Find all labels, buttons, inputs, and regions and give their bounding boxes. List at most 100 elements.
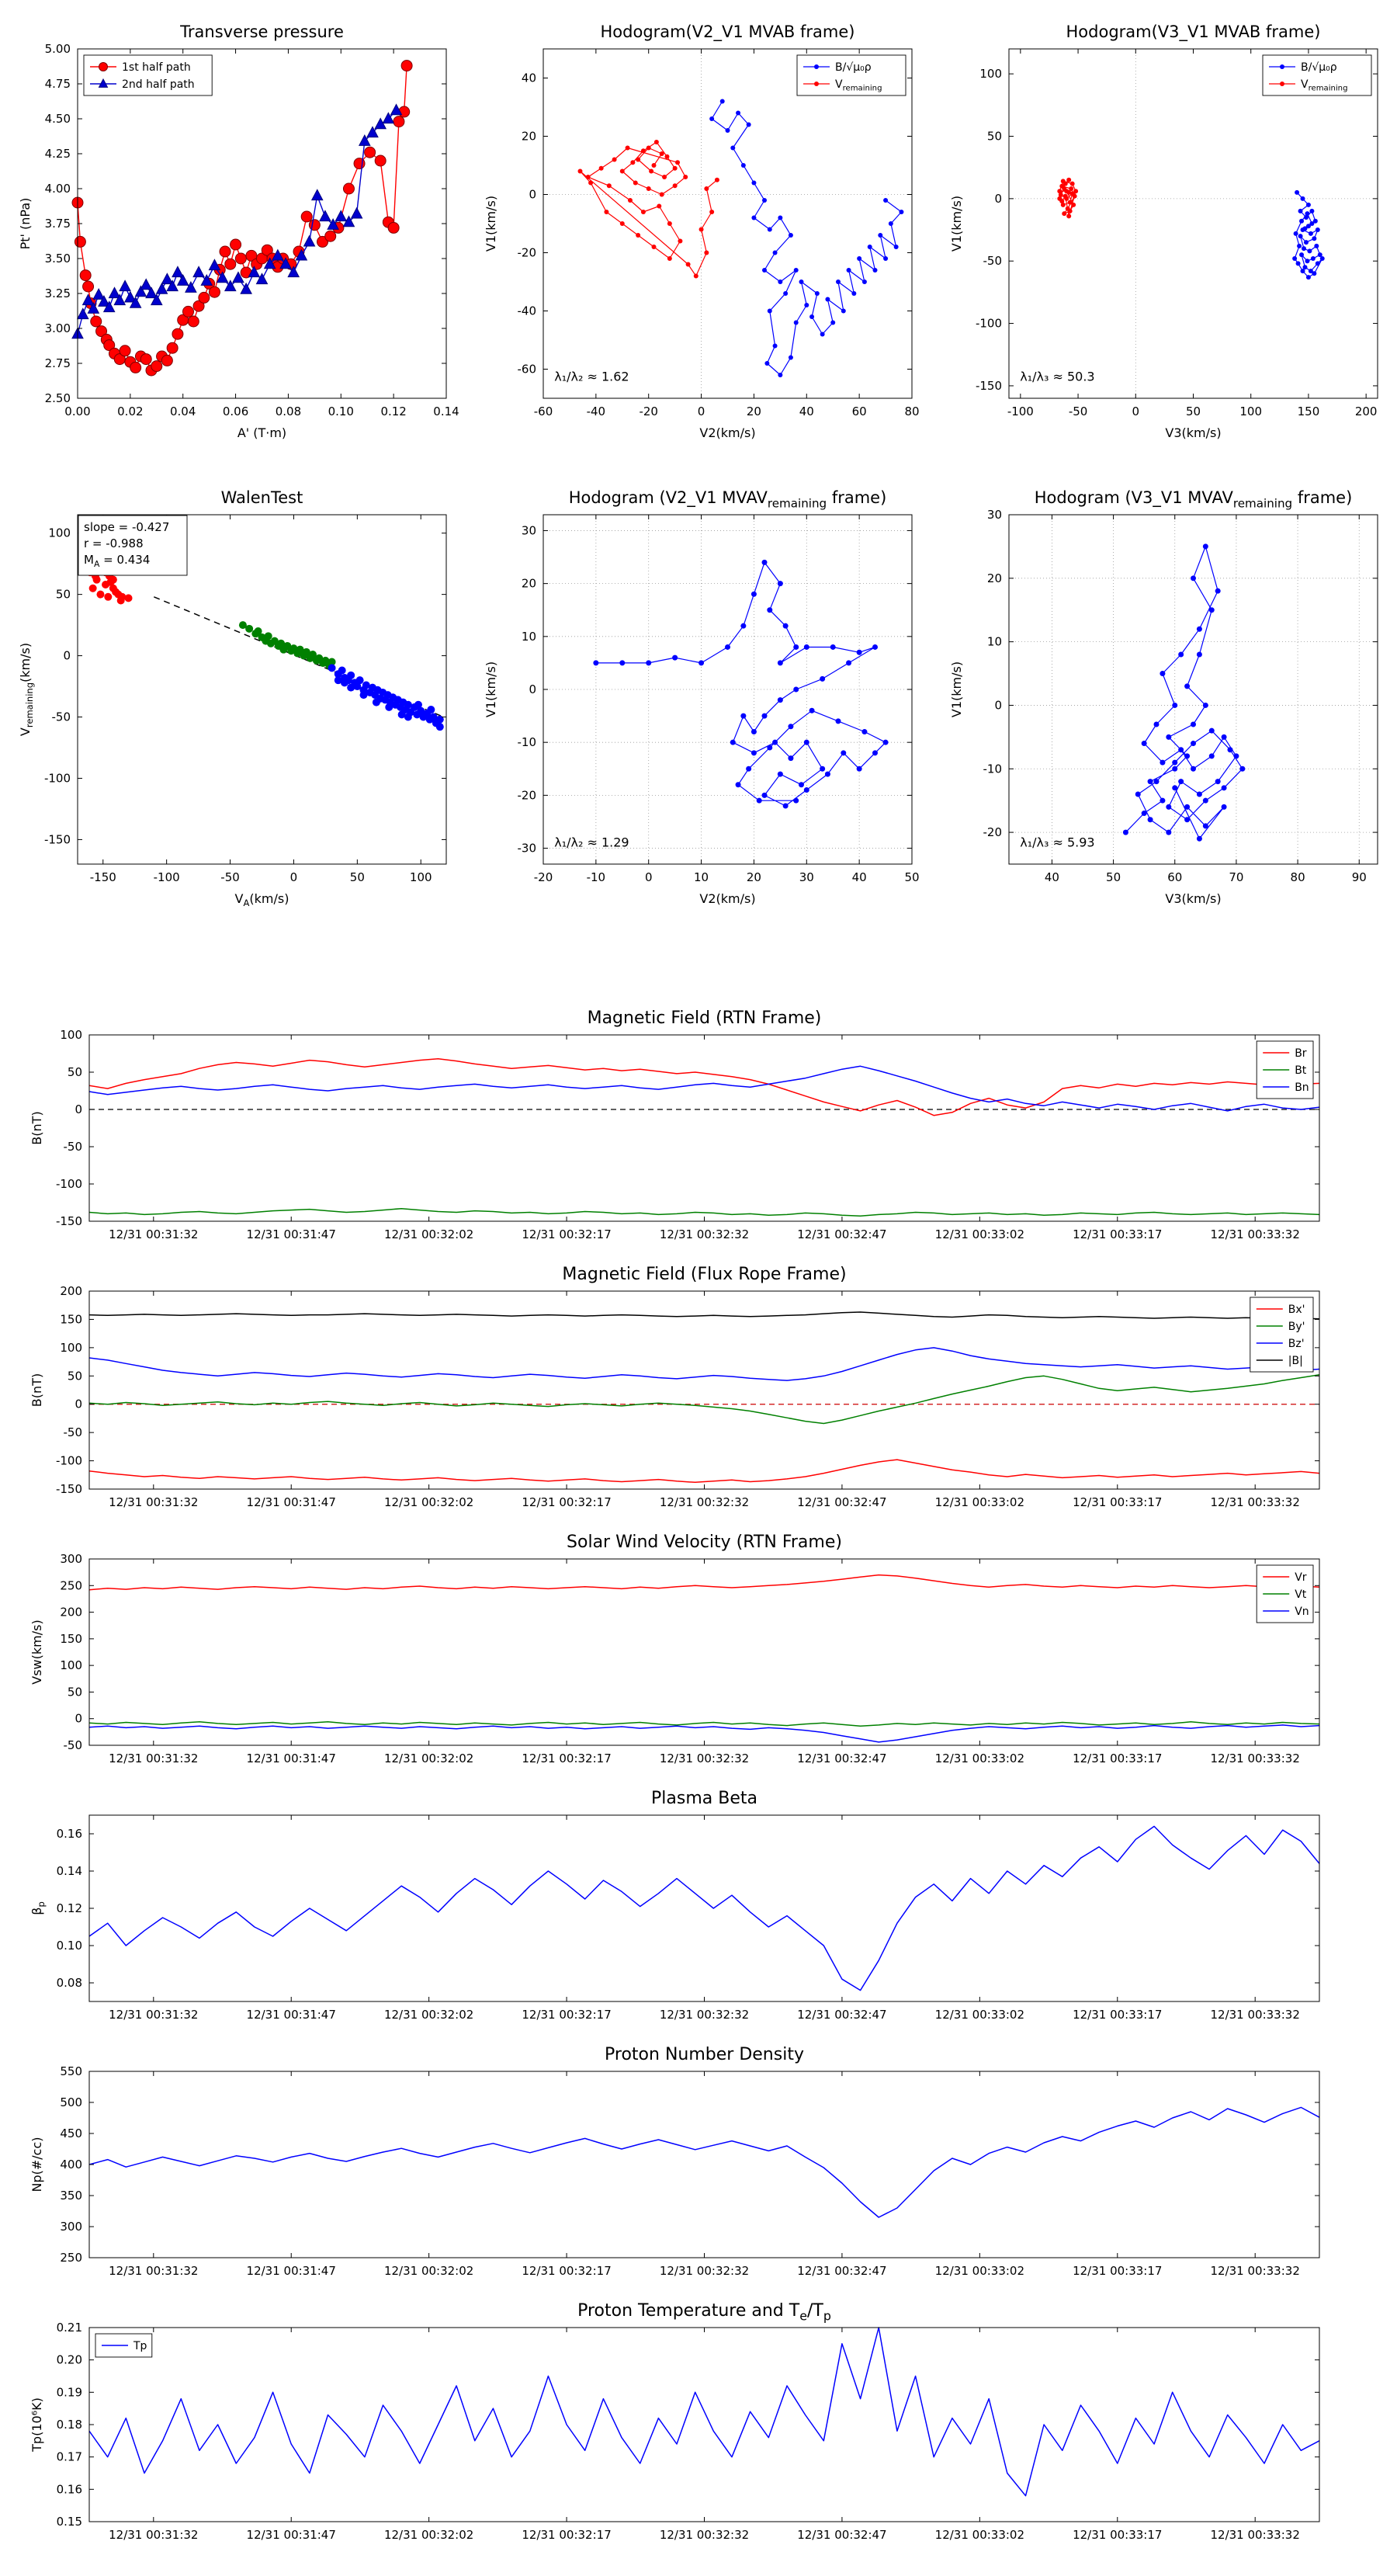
svg-text:550: 550 [60, 2064, 82, 2078]
svg-text:50: 50 [987, 130, 1002, 144]
svg-text:150: 150 [60, 1312, 82, 1326]
svg-text:Vsw(km/s): Vsw(km/s) [29, 1620, 44, 1684]
svg-text:0: 0 [529, 682, 536, 696]
svg-text:V1(km/s): V1(km/s) [949, 661, 964, 717]
svg-text:450: 450 [60, 2126, 82, 2140]
svg-text:-60: -60 [534, 404, 553, 418]
svg-text:12/31 00:32:02: 12/31 00:32:02 [384, 2264, 473, 2278]
svg-text:2nd half path: 2nd half path [122, 78, 195, 91]
svg-text:12/31 00:32:32: 12/31 00:32:32 [660, 2264, 749, 2278]
svg-text:50: 50 [1106, 870, 1121, 884]
svg-text:0.12: 0.12 [380, 404, 406, 418]
svg-text:20: 20 [747, 870, 761, 884]
svg-text:10: 10 [694, 870, 709, 884]
svg-text:0: 0 [63, 649, 71, 663]
svg-text:-10: -10 [983, 762, 1003, 776]
svg-text:0: 0 [75, 1397, 82, 1411]
svg-text:20: 20 [522, 130, 536, 144]
svg-text:B/√μ₀ρ: B/√μ₀ρ [1301, 61, 1337, 74]
svg-text:50: 50 [56, 588, 71, 602]
svg-text:0: 0 [645, 870, 653, 884]
svg-text:12/31 00:31:32: 12/31 00:31:32 [109, 2008, 198, 2022]
svg-text:3.75: 3.75 [45, 217, 71, 231]
svg-text:-100: -100 [154, 870, 180, 884]
svg-text:-30: -30 [518, 842, 537, 856]
svg-text:12/31 00:33:02: 12/31 00:33:02 [935, 2528, 1024, 2542]
svg-text:λ₁/λ₂ ≈ 1.29: λ₁/λ₂ ≈ 1.29 [554, 835, 629, 850]
svg-text:60: 60 [1167, 870, 1182, 884]
top-panel-row: 0.00 0.02 0.04 0.06 0.08 0.10 0.12 0.14 2.50 2.75… [0, 14, 1397, 449]
svg-text:12/31 00:33:32: 12/31 00:33:32 [1211, 2528, 1300, 2542]
svg-text:20: 20 [987, 571, 1002, 585]
svg-text:-50: -50 [1069, 404, 1088, 418]
svg-text:Hodogram (V2_V1 MVAVremaining: Hodogram (V2_V1 MVAVremaining frame) [569, 488, 887, 510]
svg-text:12/31 00:33:02: 12/31 00:33:02 [935, 2008, 1024, 2022]
svg-text:0.19: 0.19 [57, 2385, 82, 2399]
svg-text:250: 250 [60, 1578, 82, 1592]
svg-text:12/31 00:32:17: 12/31 00:32:17 [522, 2008, 611, 2022]
svg-text:2.75: 2.75 [45, 356, 71, 370]
svg-text:12/31 00:32:02: 12/31 00:32:02 [384, 1751, 473, 1765]
svg-text:12/31 00:32:17: 12/31 00:32:17 [522, 1227, 611, 1241]
svg-text:100: 100 [979, 67, 1002, 81]
svg-text:0.10: 0.10 [328, 404, 354, 418]
svg-text:4.50: 4.50 [45, 112, 71, 126]
svg-text:Pt' (nPa): Pt' (nPa) [18, 198, 33, 250]
svg-text:V2(km/s): V2(km/s) [699, 891, 755, 906]
svg-text:-100: -100 [976, 317, 1002, 331]
svg-text:250: 250 [60, 2251, 82, 2265]
svg-text:-20: -20 [983, 825, 1003, 839]
svg-text:Vr: Vr [1295, 1571, 1307, 1584]
svg-text:0.08: 0.08 [276, 404, 301, 418]
svg-text:0.14: 0.14 [433, 404, 459, 418]
svg-text:Vremaining(km/s): Vremaining(km/s) [18, 643, 35, 736]
svg-text:12/31 00:31:47: 12/31 00:31:47 [247, 2008, 336, 2022]
svg-text:300: 300 [60, 2220, 82, 2234]
svg-text:0.18: 0.18 [57, 2418, 82, 2432]
svg-text:V3(km/s): V3(km/s) [1165, 891, 1221, 906]
svg-text:-20: -20 [518, 246, 537, 260]
svg-text:-150: -150 [44, 832, 71, 846]
svg-text:12/31 00:32:32: 12/31 00:32:32 [660, 2008, 749, 2022]
svg-text:-100: -100 [56, 1177, 82, 1191]
svg-text:0.16: 0.16 [57, 1827, 82, 1841]
svg-text:12/31 00:32:17: 12/31 00:32:17 [522, 1751, 611, 1765]
svg-text:12/31 00:32:02: 12/31 00:32:02 [384, 2528, 473, 2542]
svg-text:40: 40 [1045, 870, 1059, 884]
svg-text:40: 40 [522, 71, 536, 85]
svg-text:12/31 00:33:02: 12/31 00:33:02 [935, 1227, 1024, 1241]
chart-hodogram-v3v1-mvab: -100 -50 0 50 100 150 200 -150 -100 -50 0 50 100 Hodo… [949, 23, 1378, 440]
svg-text:100: 100 [60, 1341, 82, 1355]
svg-text:12/31 00:31:32: 12/31 00:31:32 [109, 2528, 198, 2542]
svg-text:-50: -50 [64, 1738, 83, 1752]
svg-text:10: 10 [522, 630, 536, 644]
svg-text:-50: -50 [64, 1140, 83, 1154]
svg-text:Vremaining: Vremaining [835, 78, 882, 93]
svg-text:12/31 00:33:17: 12/31 00:33:17 [1073, 1751, 1162, 1765]
svg-text:0: 0 [698, 404, 705, 418]
svg-text:-10: -10 [587, 870, 606, 884]
svg-text:Vt: Vt [1295, 1588, 1307, 1601]
svg-text:300: 300 [60, 1552, 82, 1566]
svg-text:-150: -150 [976, 379, 1002, 393]
svg-text:-40: -40 [587, 404, 606, 418]
svg-text:0: 0 [994, 698, 1002, 712]
svg-text:12/31 00:31:47: 12/31 00:31:47 [247, 2264, 336, 2278]
svg-text:0: 0 [290, 870, 298, 884]
svg-text:100: 100 [60, 1028, 82, 1042]
svg-text:βp: βp [29, 1901, 47, 1915]
svg-text:50: 50 [68, 1369, 82, 1383]
second-panel-row: -150 -100 -50 0 50 100 -150 -100 -50 0 50 100 WalenT… [0, 480, 1397, 915]
svg-text:Bn: Bn [1295, 1081, 1309, 1094]
svg-text:12/31 00:33:32: 12/31 00:33:32 [1211, 2264, 1300, 2278]
chart-magnetic-field-flux-rope: 12/31 00:31:32 12/31 00:31:47 12/31 00:32:… [29, 1265, 1320, 1509]
svg-text:30: 30 [522, 523, 536, 537]
svg-text:0.15: 0.15 [57, 2515, 82, 2529]
svg-text:-100: -100 [44, 771, 71, 785]
svg-text:12/31 00:32:47: 12/31 00:32:47 [797, 1495, 886, 1509]
svg-text:12/31 00:32:02: 12/31 00:32:02 [384, 1495, 473, 1509]
svg-text:Bx': Bx' [1288, 1304, 1305, 1316]
svg-text:-50: -50 [64, 1425, 83, 1439]
svg-text:12/31 00:33:17: 12/31 00:33:17 [1073, 2008, 1162, 2022]
svg-text:500: 500 [60, 2095, 82, 2109]
